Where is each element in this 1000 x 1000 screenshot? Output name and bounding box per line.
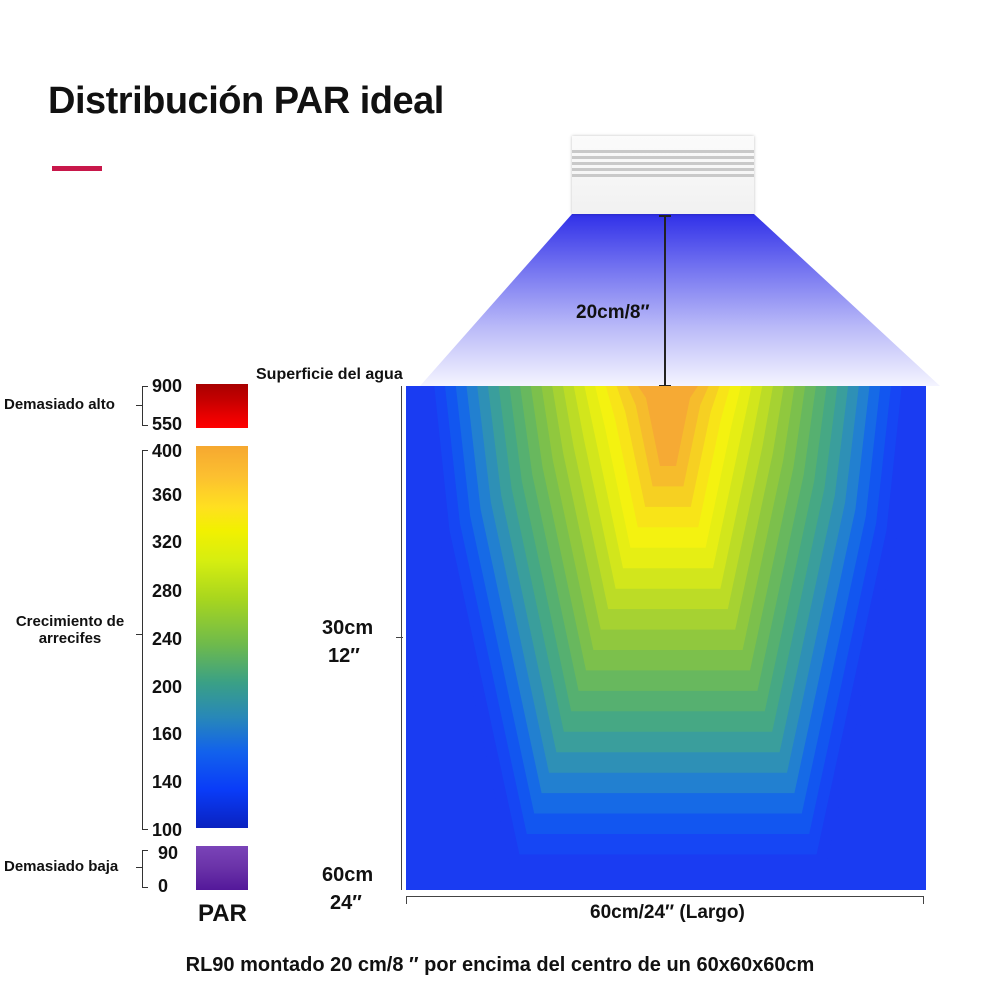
depth-mid-in: 12″ xyxy=(328,645,360,667)
distance-label: 20cm/8″ xyxy=(576,302,650,323)
length-axis-tick-left xyxy=(406,896,408,904)
scale-tick-label: 550 xyxy=(152,414,183,434)
distance-line xyxy=(664,216,666,386)
light-beam xyxy=(420,214,940,386)
depth-bottom-in: 24″ xyxy=(330,892,362,914)
scale-tick-label: 240 xyxy=(152,629,183,649)
par-contour-band xyxy=(638,386,698,466)
brace-notch xyxy=(136,634,143,636)
brace-notch xyxy=(136,405,143,407)
category-too-low: Demasiado baja xyxy=(4,858,119,875)
length-axis xyxy=(406,896,924,898)
title-accent-bar xyxy=(52,166,102,171)
distance-line-cap-top xyxy=(659,215,671,217)
scale-tick-label: 400 xyxy=(152,441,183,461)
category-too-high: Demasiado alto xyxy=(4,396,115,413)
scale-tick-label: 280 xyxy=(152,581,183,601)
scale-tick-label: 100 xyxy=(152,820,183,840)
brace-too-low xyxy=(142,850,148,888)
tank-par-map xyxy=(406,386,926,890)
depth-bottom-cm: 60cm xyxy=(322,864,374,886)
scale-tick-label: 900 xyxy=(152,376,183,396)
scale-too-low-swatch xyxy=(196,846,248,890)
distance-line-cap-bottom xyxy=(659,385,671,387)
page-title: Distribución PAR ideal xyxy=(48,80,444,122)
scale-tick-label: 160 xyxy=(152,724,183,744)
category-reef-growth: Crecimiento de arrecifes xyxy=(8,613,132,647)
category-reef-growth-line2: arrecifes xyxy=(38,630,102,647)
led-fixture xyxy=(572,136,754,214)
scale-tick-label: 90 xyxy=(158,843,179,863)
scale-tick-label: 0 xyxy=(158,876,169,896)
scale-too-high-swatch xyxy=(196,384,248,428)
length-label: 60cm/24″ (Largo) xyxy=(590,902,745,923)
brace-notch xyxy=(136,867,143,869)
scale-tick-label: 200 xyxy=(152,677,183,697)
scale-tick-label: 320 xyxy=(152,532,183,552)
category-reef-growth-line1: Crecimiento de xyxy=(15,613,125,630)
depth-mid-cm: 30cm xyxy=(322,617,374,639)
water-surface-label: Superficie del agua xyxy=(256,366,403,383)
scale-tick-label: 360 xyxy=(152,485,183,505)
length-axis-tick-right xyxy=(923,896,925,904)
scale-tick-label: 140 xyxy=(152,772,183,792)
brace-reef-growth xyxy=(142,450,148,830)
scale-reef-growth-swatch xyxy=(196,446,248,828)
depth-axis-tick xyxy=(396,637,403,639)
caption: RL90 montado 20 cm/8 ″ por encima del ce… xyxy=(185,954,815,976)
scale-title: PAR xyxy=(198,900,247,927)
